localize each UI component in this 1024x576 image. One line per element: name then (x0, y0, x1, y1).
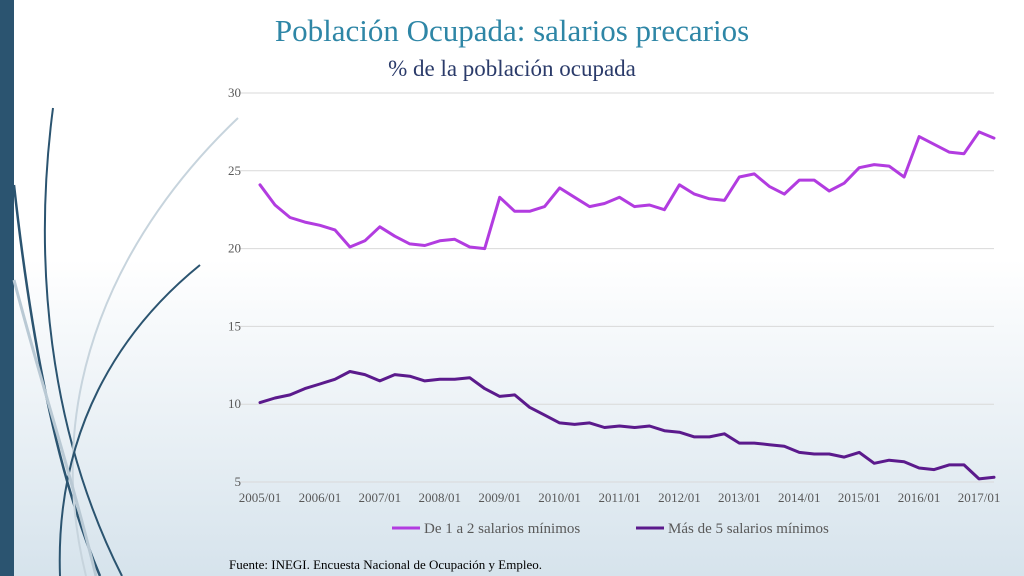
x-tick-label: 2017/01 (958, 490, 1001, 505)
x-tick-label: 2008/01 (418, 490, 461, 505)
chart-title: Población Ocupada: salarios precarios (274, 13, 750, 48)
x-tick-label: 2009/01 (478, 490, 521, 505)
legend-label-2: Más de 5 salarios mínimos (668, 521, 829, 537)
y-axis-ticks: 5 10 15 20 25 30 (228, 85, 241, 489)
x-tick-label: 2010/01 (538, 490, 581, 505)
left-accent-bar (0, 0, 14, 576)
x-tick-label: 2006/01 (299, 490, 342, 505)
y-tick-label: 30 (228, 85, 241, 100)
series-lines (258, 130, 996, 481)
decorative-curves (12, 107, 239, 576)
x-tick-label: 2014/01 (778, 490, 821, 505)
y-tick-label: 10 (228, 396, 241, 411)
x-tick-label: 2016/01 (898, 490, 941, 505)
x-axis-ticks: 2005/01 2006/01 2007/01 2008/01 2009/01 2010/… (239, 490, 1001, 505)
deco-curve-1 (43, 107, 123, 576)
deco-curve-4 (58, 264, 201, 576)
x-tick-label: 2011/01 (598, 490, 640, 505)
chart-subtitle: % de la población ocupada (388, 56, 636, 81)
legend: De 1 a 2 salarios mínimos Más de 5 salari… (392, 521, 829, 537)
y-tick-label: 5 (235, 474, 242, 489)
x-tick-label: 2015/01 (838, 490, 881, 505)
series-line-2 (258, 370, 996, 481)
y-tick-label: 20 (228, 241, 241, 256)
x-tick-label: 2007/01 (359, 490, 402, 505)
x-tick-label: 2012/01 (658, 490, 701, 505)
x-tick-label: 2005/01 (239, 490, 282, 505)
gridlines (240, 92, 994, 483)
legend-label-1: De 1 a 2 salarios mínimos (424, 521, 580, 537)
deco-curve-5 (12, 279, 98, 576)
source-footnote: Fuente: INEGI. Encuesta Nacional de Ocup… (229, 557, 542, 572)
y-tick-label: 15 (228, 318, 241, 333)
series-line-1 (258, 130, 996, 251)
deco-curve-3 (71, 117, 239, 576)
y-tick-label: 25 (228, 163, 241, 178)
x-tick-label: 2013/01 (718, 490, 761, 505)
